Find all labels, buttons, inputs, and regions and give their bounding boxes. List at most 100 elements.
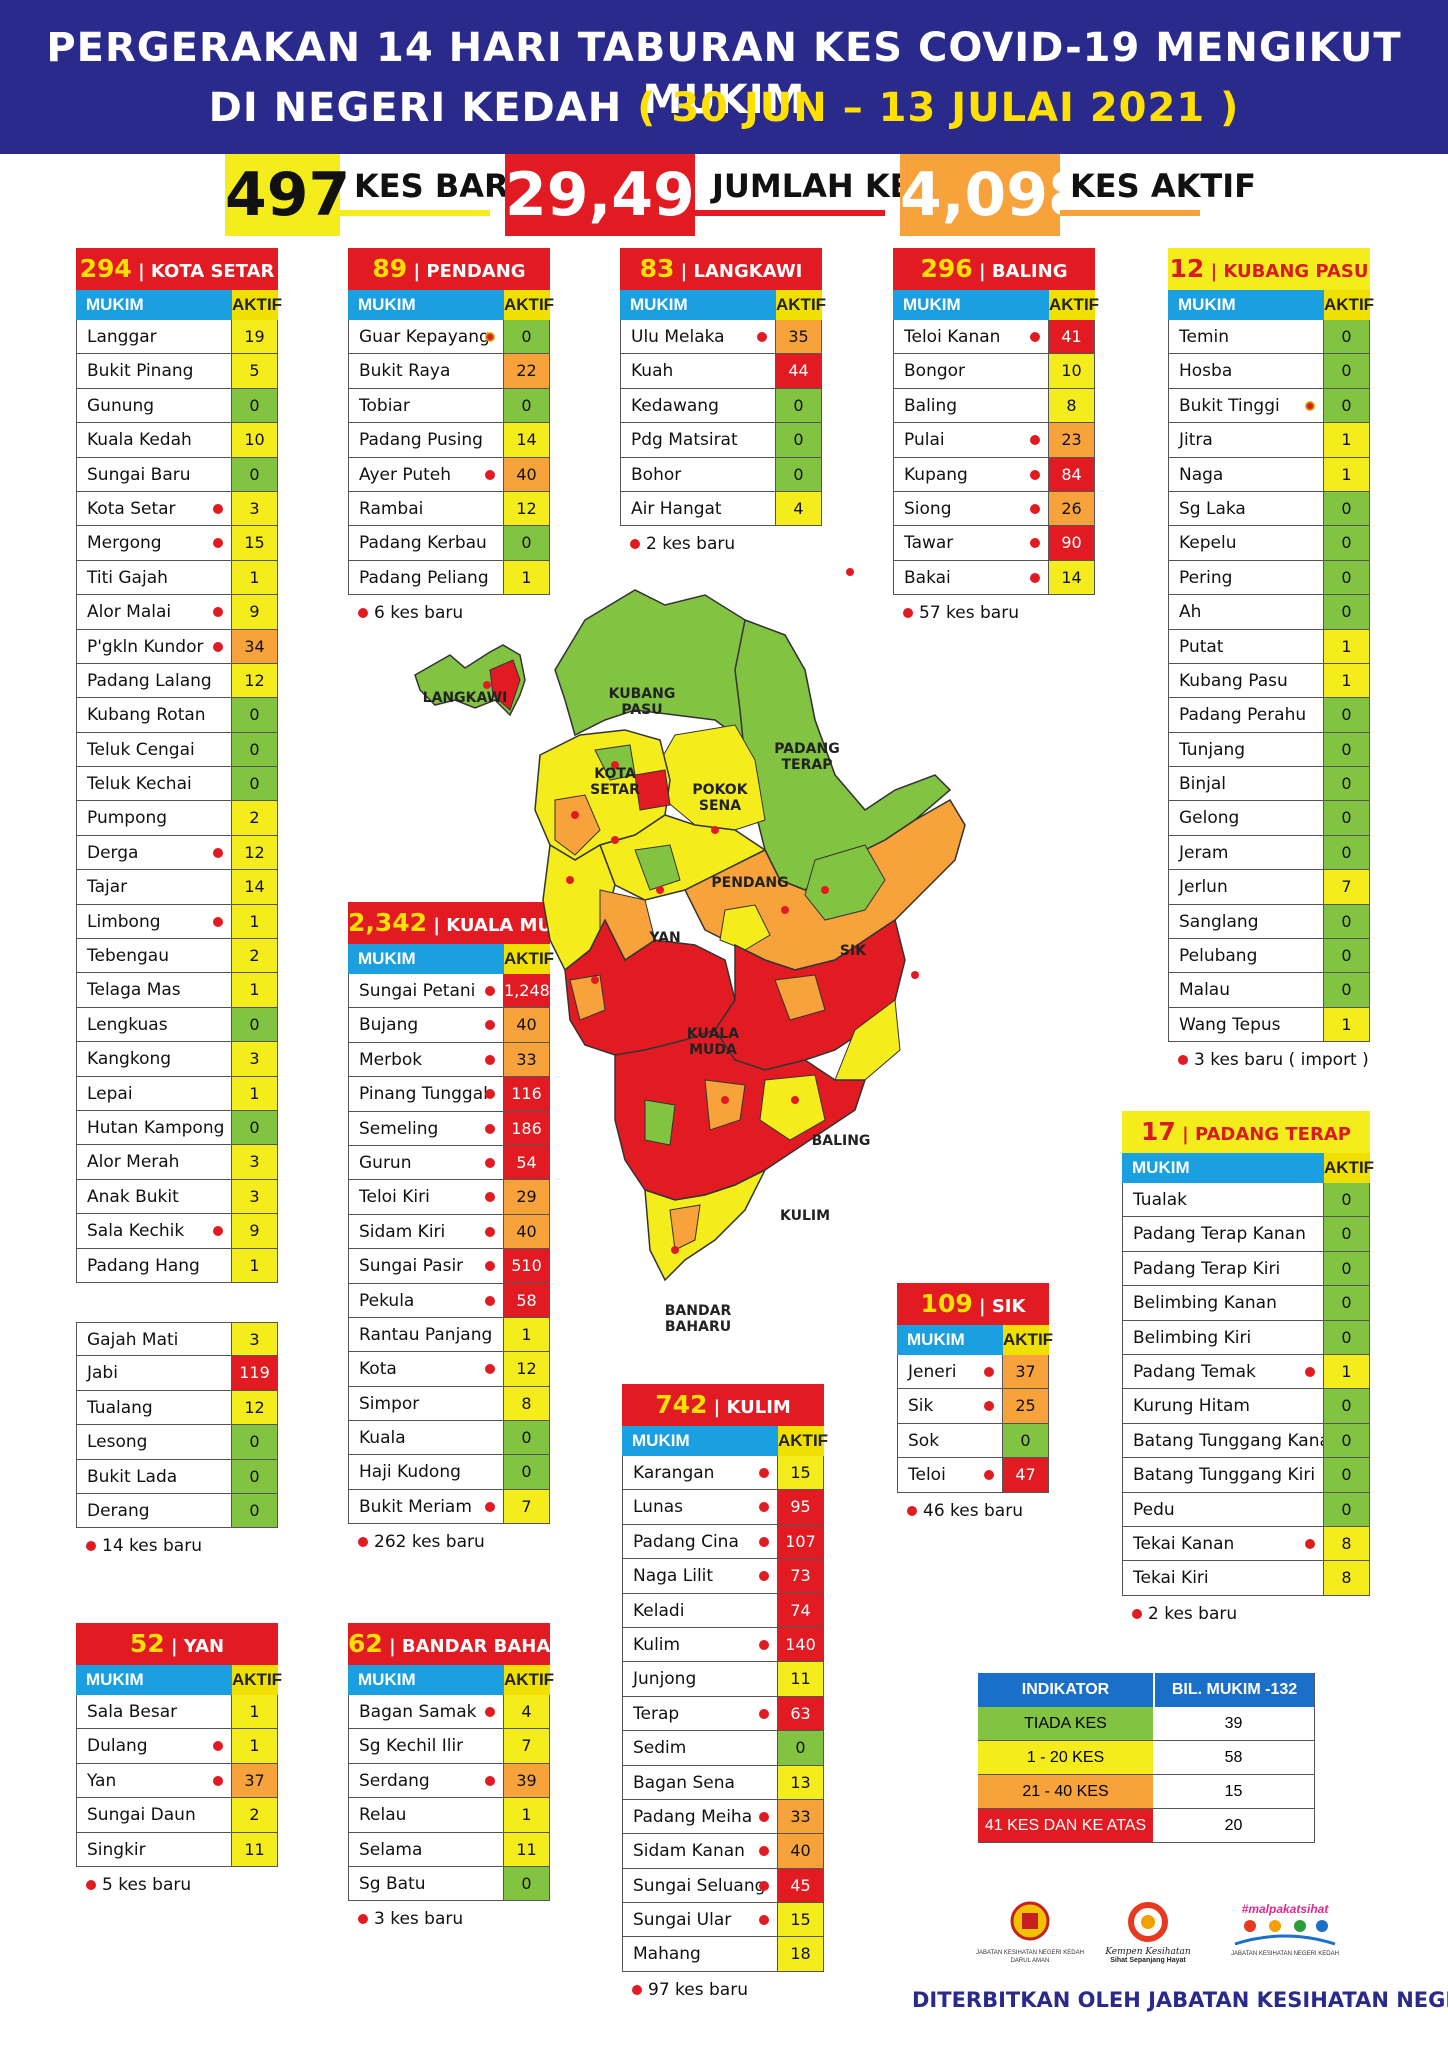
aktif-value: 10 xyxy=(232,423,278,457)
new-case-dot xyxy=(485,1192,495,1203)
aktif-value: 1 xyxy=(504,560,550,595)
aktif-value: 0 xyxy=(504,526,550,560)
mukim-label: Bukit Lada xyxy=(87,1466,178,1487)
mukim-label: Relau xyxy=(359,1805,407,1826)
mukim-name: Langgar xyxy=(76,320,232,354)
table-row: Batang Tunggang Kanan 0 xyxy=(1122,1423,1370,1459)
district-name-sep: | xyxy=(427,915,447,936)
table-row: Kedawang 0 xyxy=(620,388,822,424)
table-row: Padang Cina 107 xyxy=(622,1524,824,1560)
mukim-name: Padang Cina xyxy=(622,1524,778,1559)
table-row: Pedu 0 xyxy=(1122,1492,1370,1527)
district-total: 109 xyxy=(920,1289,973,1318)
mukim-name: Kota Setar xyxy=(76,491,232,526)
mukim-label: Kubang Pasu xyxy=(1179,670,1288,691)
mukim-label: Batang Tunggang Kanan xyxy=(1133,1430,1324,1451)
map-label-bandar-baharu: BANDAR xyxy=(665,1303,732,1319)
header-mukim: MUKIM xyxy=(1132,1158,1190,1177)
aktif-value: 26 xyxy=(1049,491,1095,526)
mukim-name: Singkir xyxy=(76,1832,232,1866)
map-label-kubang-pasu-2: PASU xyxy=(621,702,662,718)
mukim-name: Padang Lalang xyxy=(76,663,232,698)
aktif-value: 7 xyxy=(1324,870,1370,904)
stats-bar: 497 KES BARU 29,496 JUMLAH KES 4,098 KES… xyxy=(0,154,1448,236)
table-row: Pulai 23 xyxy=(893,423,1095,458)
mukim-name: Pering xyxy=(1168,560,1324,595)
aktif-value: 0 xyxy=(776,457,822,491)
mukim-label: Sg Laka xyxy=(1179,498,1246,519)
table-row: Jerlun 7 xyxy=(1168,870,1370,905)
table-row: Langgar 19 xyxy=(76,320,278,355)
aktif-value: 0 xyxy=(1324,1286,1370,1320)
district-title: 83 | LANGKAWI xyxy=(620,248,822,290)
mukim-name: Malau xyxy=(1168,973,1324,1007)
header-mukim: MUKIM xyxy=(86,295,144,314)
table-row: Haji Kudong 0 xyxy=(348,1455,550,1490)
mukim-name: Bagan Sena xyxy=(622,1765,778,1799)
header-banner: PERGERAKAN 14 HARI TABURAN KES COVID-19 … xyxy=(0,0,1448,154)
mukim-name: Sala Kechik xyxy=(76,1214,232,1248)
table-row: Padang Lalang 12 xyxy=(76,663,278,699)
mukim-label: Jeneri xyxy=(908,1362,957,1382)
mukim-name: Sungai Pasir xyxy=(348,1249,504,1283)
mukim-label: Binjal xyxy=(1179,774,1227,795)
mukim-label: Sidam Kanan xyxy=(633,1841,745,1862)
mukim-name: Padang Pusing xyxy=(348,423,504,457)
map-label-kuala-muda-2: MUDA xyxy=(689,1042,737,1058)
mukim-label: Tebengau xyxy=(87,946,169,967)
mukim-label: Putat xyxy=(1179,636,1224,657)
aktif-value: 0 xyxy=(504,1866,550,1901)
mukim-name: Padang Meiha xyxy=(622,1799,778,1834)
table-row: Padang Temak 1 xyxy=(1122,1354,1370,1390)
mukim-label: Padang Terap Kiri xyxy=(1133,1258,1281,1279)
mukim-label: Kubang Rotan xyxy=(87,705,206,726)
district-name: KULIM xyxy=(726,1397,791,1418)
table-row: Baling 8 xyxy=(893,388,1095,424)
mukim-name: Derga xyxy=(76,835,232,870)
dot-icon xyxy=(86,1879,96,1890)
mukim-label: Naga Lilit xyxy=(633,1566,714,1587)
new-cases-note: 3 kes baru xyxy=(348,1909,550,1929)
district-name-sep: | xyxy=(972,261,992,282)
aktif-value: 0 xyxy=(232,1007,278,1042)
table-row: Belimbing Kanan 0 xyxy=(1122,1286,1370,1321)
mukim-label: Gunung xyxy=(87,395,155,416)
mukim-name: Sala Besar xyxy=(76,1695,232,1729)
new-case-dot xyxy=(213,916,223,927)
header-aktif: AKTIF xyxy=(1324,290,1374,320)
mukim-label: Malau xyxy=(1179,980,1230,1001)
mukim-label: Kota Setar xyxy=(87,498,176,519)
new-case-dot xyxy=(759,1502,769,1513)
mukim-name: Padang Terap Kiri xyxy=(1122,1251,1324,1286)
indicator-label: TIADA KES xyxy=(978,1707,1153,1740)
title-line-2: DI NEGERI KEDAH ( 30 JUN – 13 JULAI 2021… xyxy=(0,82,1448,134)
new-cases-note-text: 97 kes baru xyxy=(648,1979,748,2000)
table-row: Kangkong 3 xyxy=(76,1042,278,1077)
mukim-name: Padang Temak xyxy=(1122,1354,1324,1389)
mukim-label: Pedu xyxy=(1133,1499,1175,1520)
mukim-label: Bagan Samak xyxy=(359,1702,477,1722)
new-case-dot xyxy=(485,1501,495,1512)
table-row: Serdang 39 xyxy=(348,1763,550,1799)
new-case-dot xyxy=(485,1775,495,1786)
mukim-name: Gurun xyxy=(348,1145,504,1180)
mukim-label: Jitra xyxy=(1179,430,1213,451)
new-case-dot xyxy=(759,1708,769,1719)
mukim-name: Terap xyxy=(622,1696,778,1731)
aktif-value: 0 xyxy=(232,698,278,732)
header-aktif: AKTIF xyxy=(504,1665,554,1695)
new-case-dot xyxy=(984,1367,994,1377)
table-header: MUKIM AKTIF xyxy=(1122,1153,1374,1183)
indicator-count: 15 xyxy=(1153,1775,1315,1808)
mukim-name: Sik xyxy=(897,1389,1003,1423)
mukim-label: Hosba xyxy=(1179,361,1233,382)
aktif-value: 0 xyxy=(232,388,278,423)
mukim-label: Telaga Mas xyxy=(87,980,181,1001)
header-mukim: MUKIM xyxy=(86,1670,144,1689)
mukim-name: Padang Hang xyxy=(76,1248,232,1282)
table-row: Hutan Kampong 0 xyxy=(76,1110,278,1146)
table-row: Ayer Puteh 40 xyxy=(348,457,550,492)
table-row: Sedim 0 xyxy=(622,1731,824,1766)
aktif-value: 14 xyxy=(1049,560,1095,595)
new-cases-underline xyxy=(340,210,490,216)
